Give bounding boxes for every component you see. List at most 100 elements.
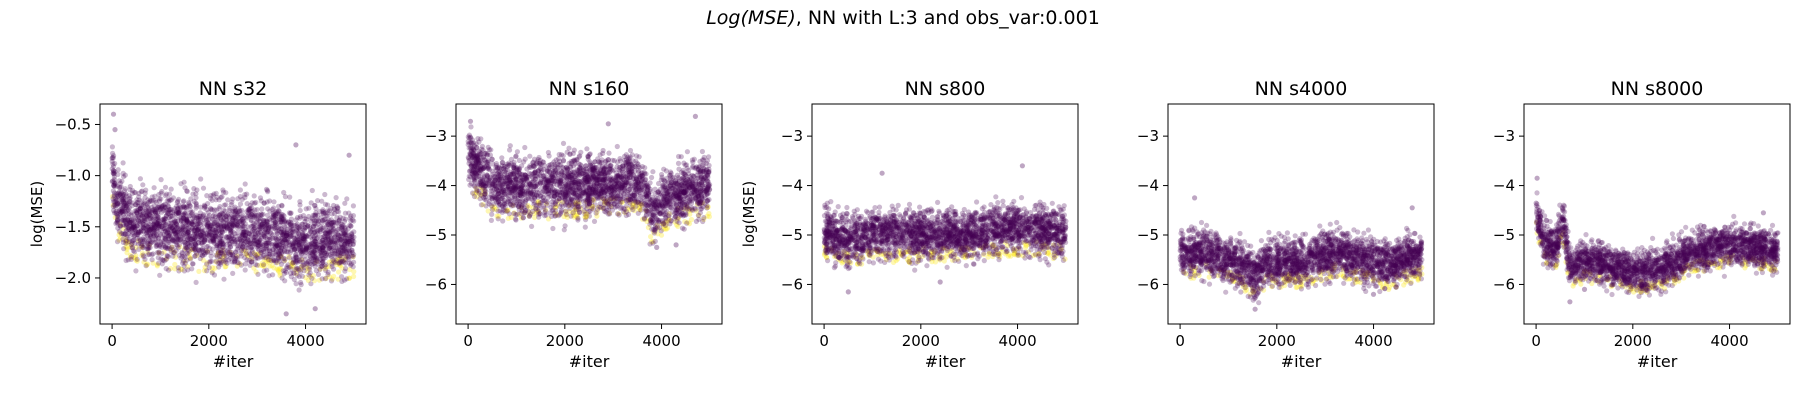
scatter-point-low (326, 274, 332, 280)
scatter-point (246, 206, 252, 212)
scatter-point (218, 259, 224, 265)
scatter-point-low (234, 253, 240, 259)
scatter-point (594, 183, 600, 189)
scatter-point (279, 275, 285, 281)
scatter-point (663, 215, 669, 221)
scatter-point (468, 163, 474, 169)
scatter-point (210, 213, 216, 219)
scatter-point (255, 255, 261, 261)
scatter-point (501, 187, 507, 194)
scatter-point (164, 230, 170, 236)
scatter-point (507, 171, 514, 177)
scatter-point (549, 167, 556, 173)
scatter-point (564, 176, 570, 182)
scatter-point (545, 168, 551, 174)
scatter-point (246, 238, 252, 245)
scatter-point (636, 187, 643, 193)
scatter-point (122, 231, 128, 237)
scatter-point (282, 194, 288, 200)
scatter-point (323, 244, 329, 250)
scatter-point-low (133, 244, 139, 251)
scatter-point (141, 234, 147, 240)
scatter-point (571, 181, 577, 187)
scatter-point (297, 247, 303, 253)
scatter-point (598, 204, 604, 210)
scatter-point (545, 177, 551, 183)
scatter-point-low (138, 244, 144, 250)
scatter-point (237, 236, 243, 242)
scatter-point (281, 247, 287, 253)
scatter-point (219, 233, 225, 239)
scatter-point (339, 248, 345, 254)
scatter-point (592, 190, 598, 196)
scatter-point (173, 210, 179, 217)
scatter-point (323, 229, 329, 235)
scatter-point (136, 190, 142, 197)
scatter-point (288, 233, 294, 239)
scatter-point (140, 218, 146, 224)
scatter-point (160, 257, 166, 263)
scatter-point (623, 212, 629, 219)
scatter-point (608, 186, 614, 192)
scatter-point (472, 170, 478, 176)
scatter-point (192, 246, 198, 252)
scatter-point (496, 181, 502, 187)
scatter-point (634, 176, 640, 182)
scatter-point (699, 180, 705, 186)
scatter-point (340, 227, 346, 234)
scatter-point (184, 219, 190, 225)
scatter-point (189, 221, 195, 227)
scatter-point (318, 264, 324, 270)
scatter-point (126, 220, 132, 227)
scatter-point (698, 173, 704, 179)
scatter-point (662, 212, 668, 218)
scatter-point (246, 250, 252, 256)
scatter-point (307, 223, 313, 230)
scatter-point (317, 250, 323, 256)
scatter-point (126, 226, 132, 232)
scatter-point (153, 240, 159, 246)
scatter-point (156, 219, 162, 225)
scatter-point (506, 211, 512, 217)
scatter-point (286, 210, 293, 216)
scatter-point (136, 246, 142, 252)
scatter-point (172, 206, 178, 212)
scatter-point (116, 190, 122, 196)
scatter-point (345, 254, 351, 260)
scatter-point (302, 225, 308, 231)
scatter-point (483, 197, 489, 203)
scatter-point (193, 191, 199, 197)
scatter-point (681, 189, 687, 195)
scatter-point-low (275, 268, 282, 274)
scatter-point-low (664, 225, 671, 231)
scatter-point-low (655, 226, 661, 232)
scatter-point (306, 250, 312, 256)
scatter-point (273, 249, 279, 255)
scatter-point-low (214, 252, 220, 258)
scatter-point (296, 231, 302, 237)
scatter-point (283, 269, 289, 275)
scatter-point (477, 157, 483, 163)
scatter-point (552, 163, 558, 169)
scatter-point (332, 254, 338, 260)
scatter-point (319, 250, 325, 256)
scatter-point (111, 177, 117, 183)
scatter-point (571, 170, 577, 176)
scatter-point (526, 213, 533, 219)
scatter-point (343, 228, 349, 234)
scatter-point (270, 235, 276, 241)
scatter-point (303, 246, 309, 252)
scatter-point (686, 185, 693, 191)
scatter-point (293, 242, 299, 249)
scatter-point (312, 247, 318, 253)
scatter-point (537, 193, 544, 199)
scatter-point (484, 183, 490, 189)
scatter-point (520, 190, 526, 196)
scatter-point (704, 187, 710, 193)
subplot-title: NN s160 (549, 78, 630, 100)
scatter-point (218, 224, 224, 230)
scatter-point (218, 250, 224, 256)
scatter-point-low (589, 203, 595, 209)
scatter-point-low (526, 204, 532, 210)
scatter-point (283, 233, 289, 239)
